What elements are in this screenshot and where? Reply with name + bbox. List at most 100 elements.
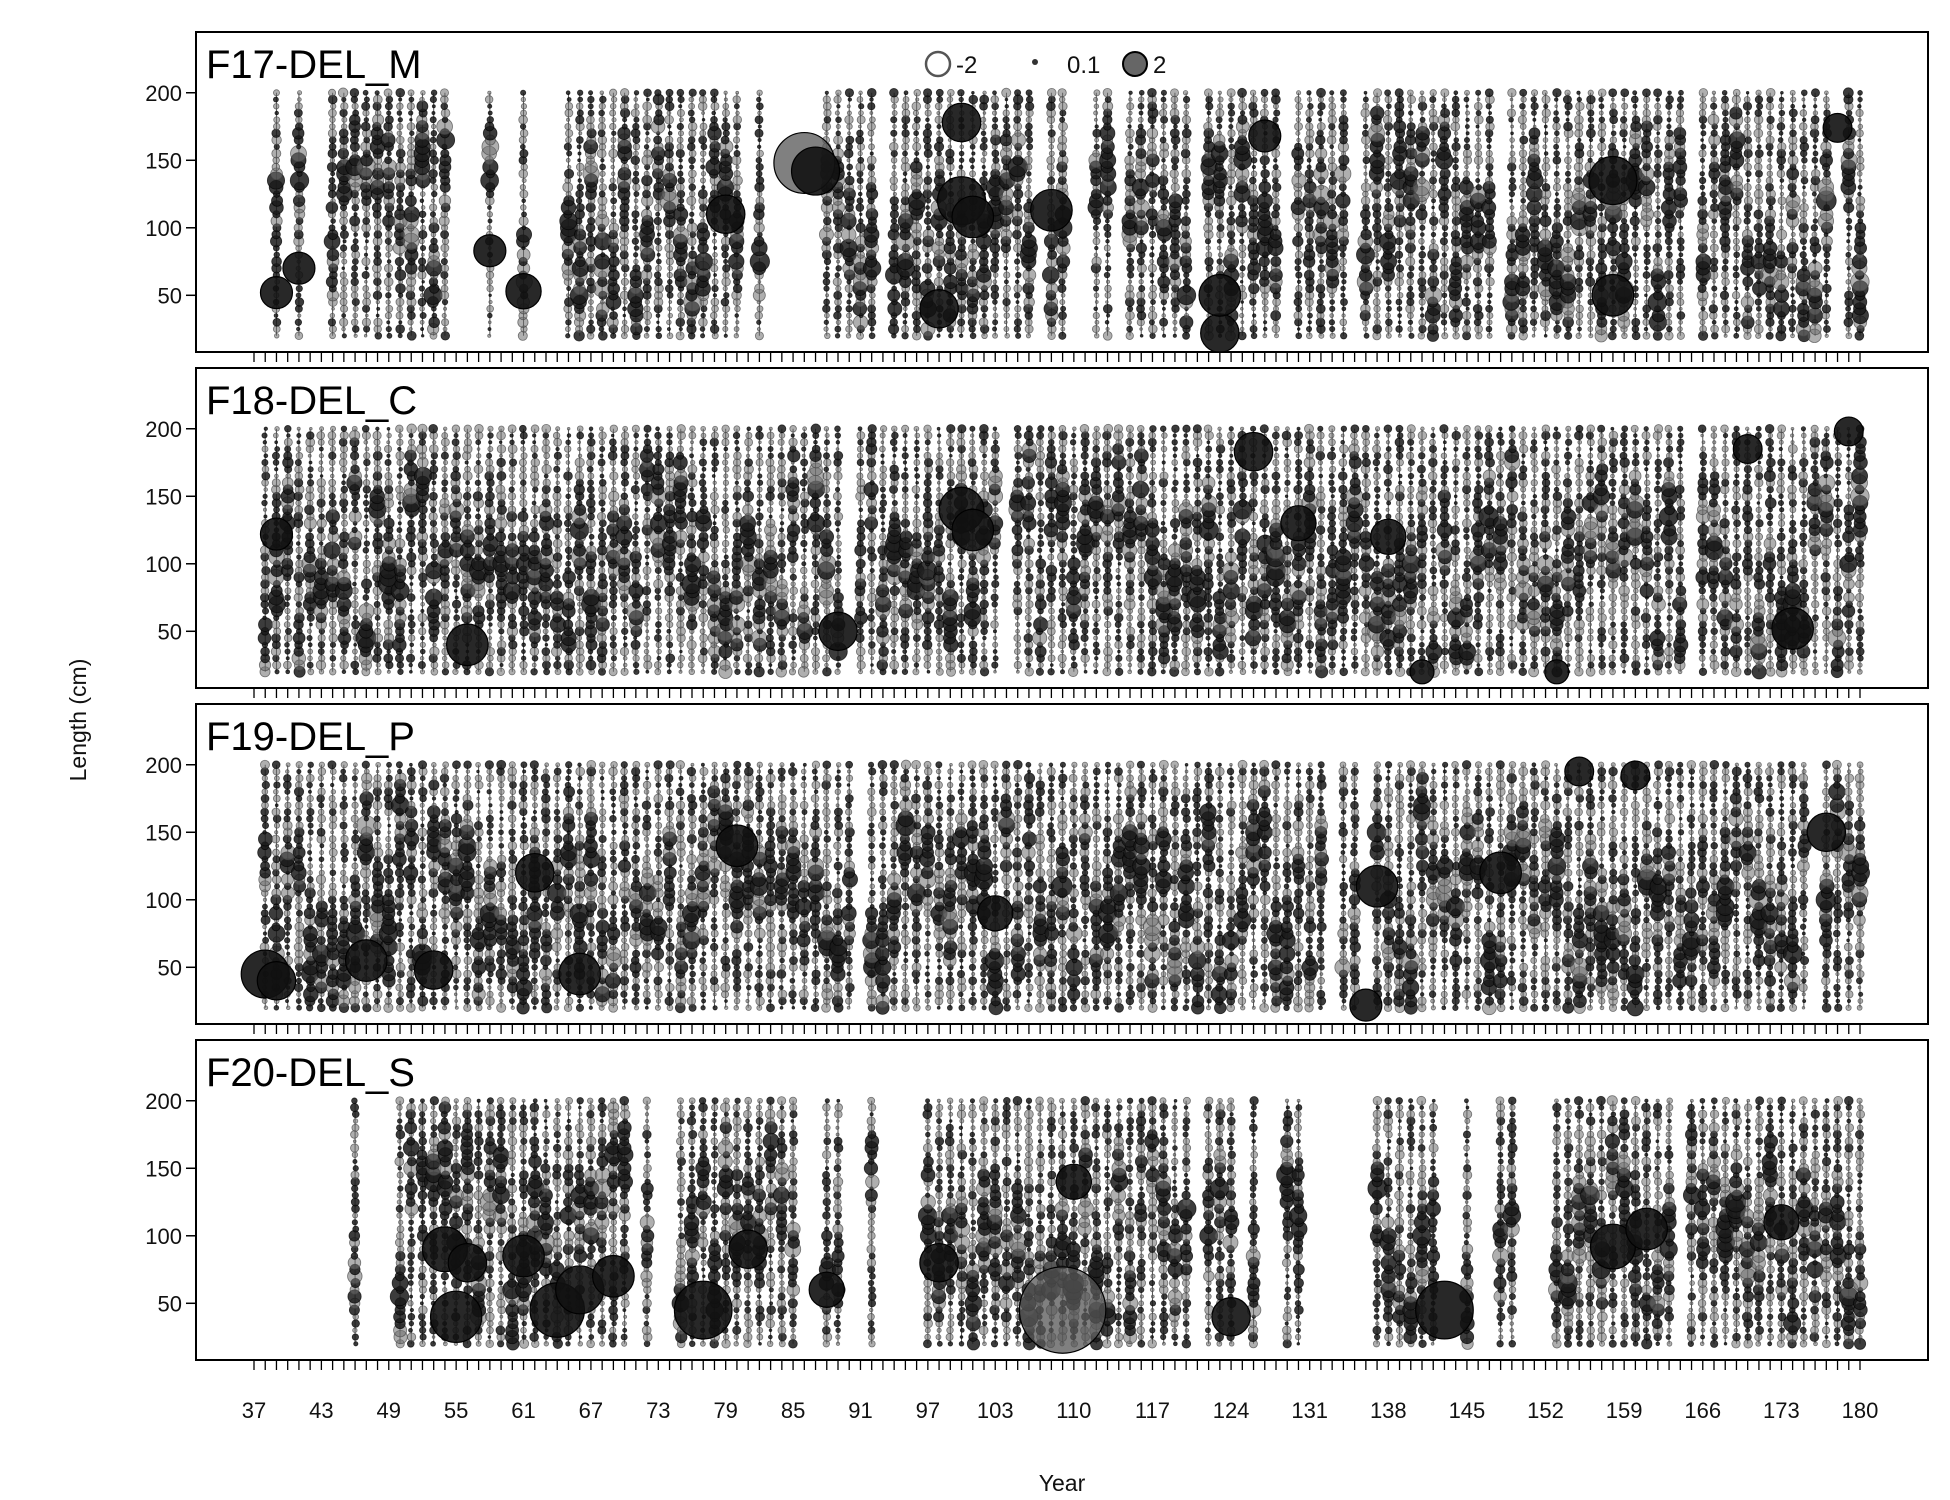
residual-bubble (294, 459, 302, 467)
large-residual-bubble (951, 195, 995, 239)
residual-bubble (586, 324, 596, 334)
residual-bubble (326, 161, 338, 173)
residual-bubble (867, 304, 877, 314)
residual-bubble (632, 122, 640, 131)
residual-bubble (731, 155, 742, 166)
residual-bubble (1700, 130, 1707, 137)
residual-bubble (1060, 305, 1067, 312)
residual-bubble (911, 101, 921, 111)
residual-bubble (1710, 203, 1720, 212)
residual-bubble (1809, 236, 1820, 247)
residual-bubble (309, 427, 313, 431)
residual-bubble (1137, 116, 1144, 123)
residual-bubble (1024, 101, 1035, 111)
residual-bubble (1002, 297, 1011, 307)
residual-bubble (318, 446, 324, 452)
residual-bubble (1296, 327, 1301, 331)
residual-bubble (396, 130, 403, 137)
residual-bubble (1013, 292, 1021, 299)
residual-bubble (1755, 183, 1762, 191)
residual-bubble (329, 648, 336, 655)
residual-bubble (1710, 257, 1719, 266)
residual-bubble (1509, 177, 1516, 184)
residual-bubble (328, 459, 336, 466)
residual-bubble (945, 230, 955, 240)
residual-bubble (1721, 109, 1729, 117)
residual-bubble (1542, 137, 1549, 143)
residual-bubble (1295, 332, 1303, 340)
residual-bubble (519, 189, 529, 199)
residual-bubble (902, 312, 909, 319)
residual-bubble (1520, 171, 1526, 177)
residual-bubble (1519, 88, 1528, 97)
residual-bubble (1846, 245, 1853, 251)
residual-bubble (643, 149, 652, 158)
residual-bubble (1216, 217, 1224, 225)
residual-bubble (833, 135, 844, 146)
residual-bubble (1587, 319, 1593, 326)
residual-bubble (1059, 299, 1066, 305)
residual-bubble (1138, 279, 1144, 285)
residual-bubble (1161, 131, 1167, 136)
residual-bubble (565, 136, 572, 144)
residual-bubble (329, 654, 337, 662)
residual-bubble (912, 244, 920, 252)
residual-bubble (1430, 130, 1436, 136)
residual-bubble (1149, 284, 1157, 293)
residual-bubble (1014, 258, 1021, 265)
residual-bubble (1171, 163, 1179, 171)
residual-bubble (992, 90, 997, 96)
residual-bubble (1217, 252, 1223, 258)
residual-bubble (1766, 115, 1775, 124)
residual-bubble (735, 131, 740, 136)
residual-bubble (353, 642, 358, 647)
residual-bubble (352, 648, 358, 655)
residual-bubble (362, 109, 370, 117)
residual-bubble (1757, 205, 1762, 210)
residual-bubble (1341, 279, 1347, 285)
residual-bubble (1452, 157, 1459, 164)
residual-bubble (992, 312, 999, 319)
large-residual-bubble (1198, 273, 1242, 317)
residual-bubble (1801, 156, 1808, 164)
residual-bubble (1453, 131, 1459, 136)
residual-bubble (599, 170, 606, 177)
residual-bubble (1699, 319, 1706, 326)
residual-bubble (1510, 144, 1515, 149)
residual-bubble (1363, 171, 1368, 176)
residual-bubble (1126, 319, 1132, 325)
residual-bubble (833, 95, 842, 104)
residual-bubble (1294, 169, 1302, 178)
residual-bubble (1239, 326, 1245, 332)
residual-bubble (1598, 110, 1604, 116)
residual-bubble (1126, 102, 1135, 111)
residual-bubble (914, 150, 920, 157)
residual-bubble (1003, 320, 1008, 325)
year-tick-strip (253, 688, 1861, 698)
residual-bubble (1780, 90, 1784, 95)
residual-bubble (339, 498, 349, 508)
residual-bubble (655, 244, 663, 252)
residual-bubble (1138, 285, 1146, 293)
residual-bubble (668, 300, 673, 304)
residual-bubble (597, 122, 607, 131)
residual-bubble (1552, 116, 1560, 124)
residual-bubble (1272, 305, 1279, 312)
residual-bubble (1812, 150, 1819, 157)
residual-bubble (1161, 158, 1166, 163)
residual-bubble (520, 109, 528, 117)
residual-bubble (1440, 278, 1448, 286)
residual-bubble (440, 270, 449, 280)
residual-bubble (1462, 176, 1471, 185)
residual-bubble (700, 171, 707, 177)
residual-bubble (664, 135, 674, 145)
residual-bubble (1476, 299, 1481, 305)
residual-bubble (1824, 90, 1829, 96)
residual-bubble (1766, 164, 1773, 171)
residual-bubble (1103, 223, 1112, 232)
residual-bubble (1228, 237, 1236, 245)
residual-bubble (734, 305, 741, 313)
residual-bubble (1799, 202, 1809, 213)
residual-bubble (688, 250, 698, 260)
residual-bubble (361, 101, 371, 111)
